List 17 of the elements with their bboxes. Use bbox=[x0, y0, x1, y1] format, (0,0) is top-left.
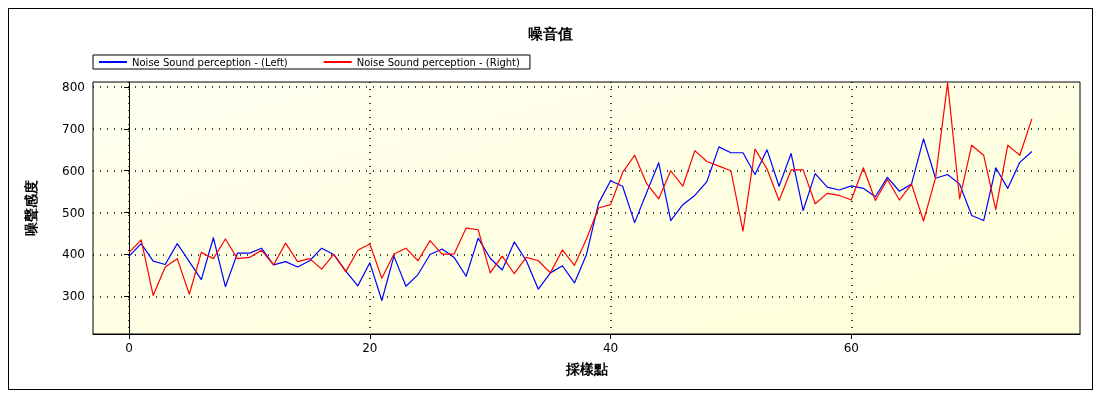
legend-label: Noise Sound perception - (Right) bbox=[356, 56, 521, 68]
x-tick-label: 60 bbox=[843, 341, 859, 355]
x-tick-label: 0 bbox=[125, 341, 133, 355]
y-tick-label: 500 bbox=[62, 205, 85, 220]
y-tick-label: 600 bbox=[62, 163, 85, 178]
x-tick-label: 40 bbox=[602, 341, 619, 355]
legend-label: Noise Sound perception - (Left) bbox=[132, 56, 288, 68]
x-axis-title: 採樣點 bbox=[564, 361, 608, 377]
y-tick-label: 300 bbox=[62, 289, 85, 304]
chart-title: 噪音值 bbox=[528, 24, 573, 43]
y-tick-label: 700 bbox=[62, 121, 85, 136]
y-axis-title: 噪聲感度 bbox=[23, 180, 39, 236]
x-tick-label: 20 bbox=[362, 341, 378, 355]
y-tick-label: 800 bbox=[62, 80, 85, 95]
line-series bbox=[128, 82, 1033, 297]
line-series bbox=[128, 138, 1033, 302]
y-tick-label: 400 bbox=[62, 247, 85, 262]
